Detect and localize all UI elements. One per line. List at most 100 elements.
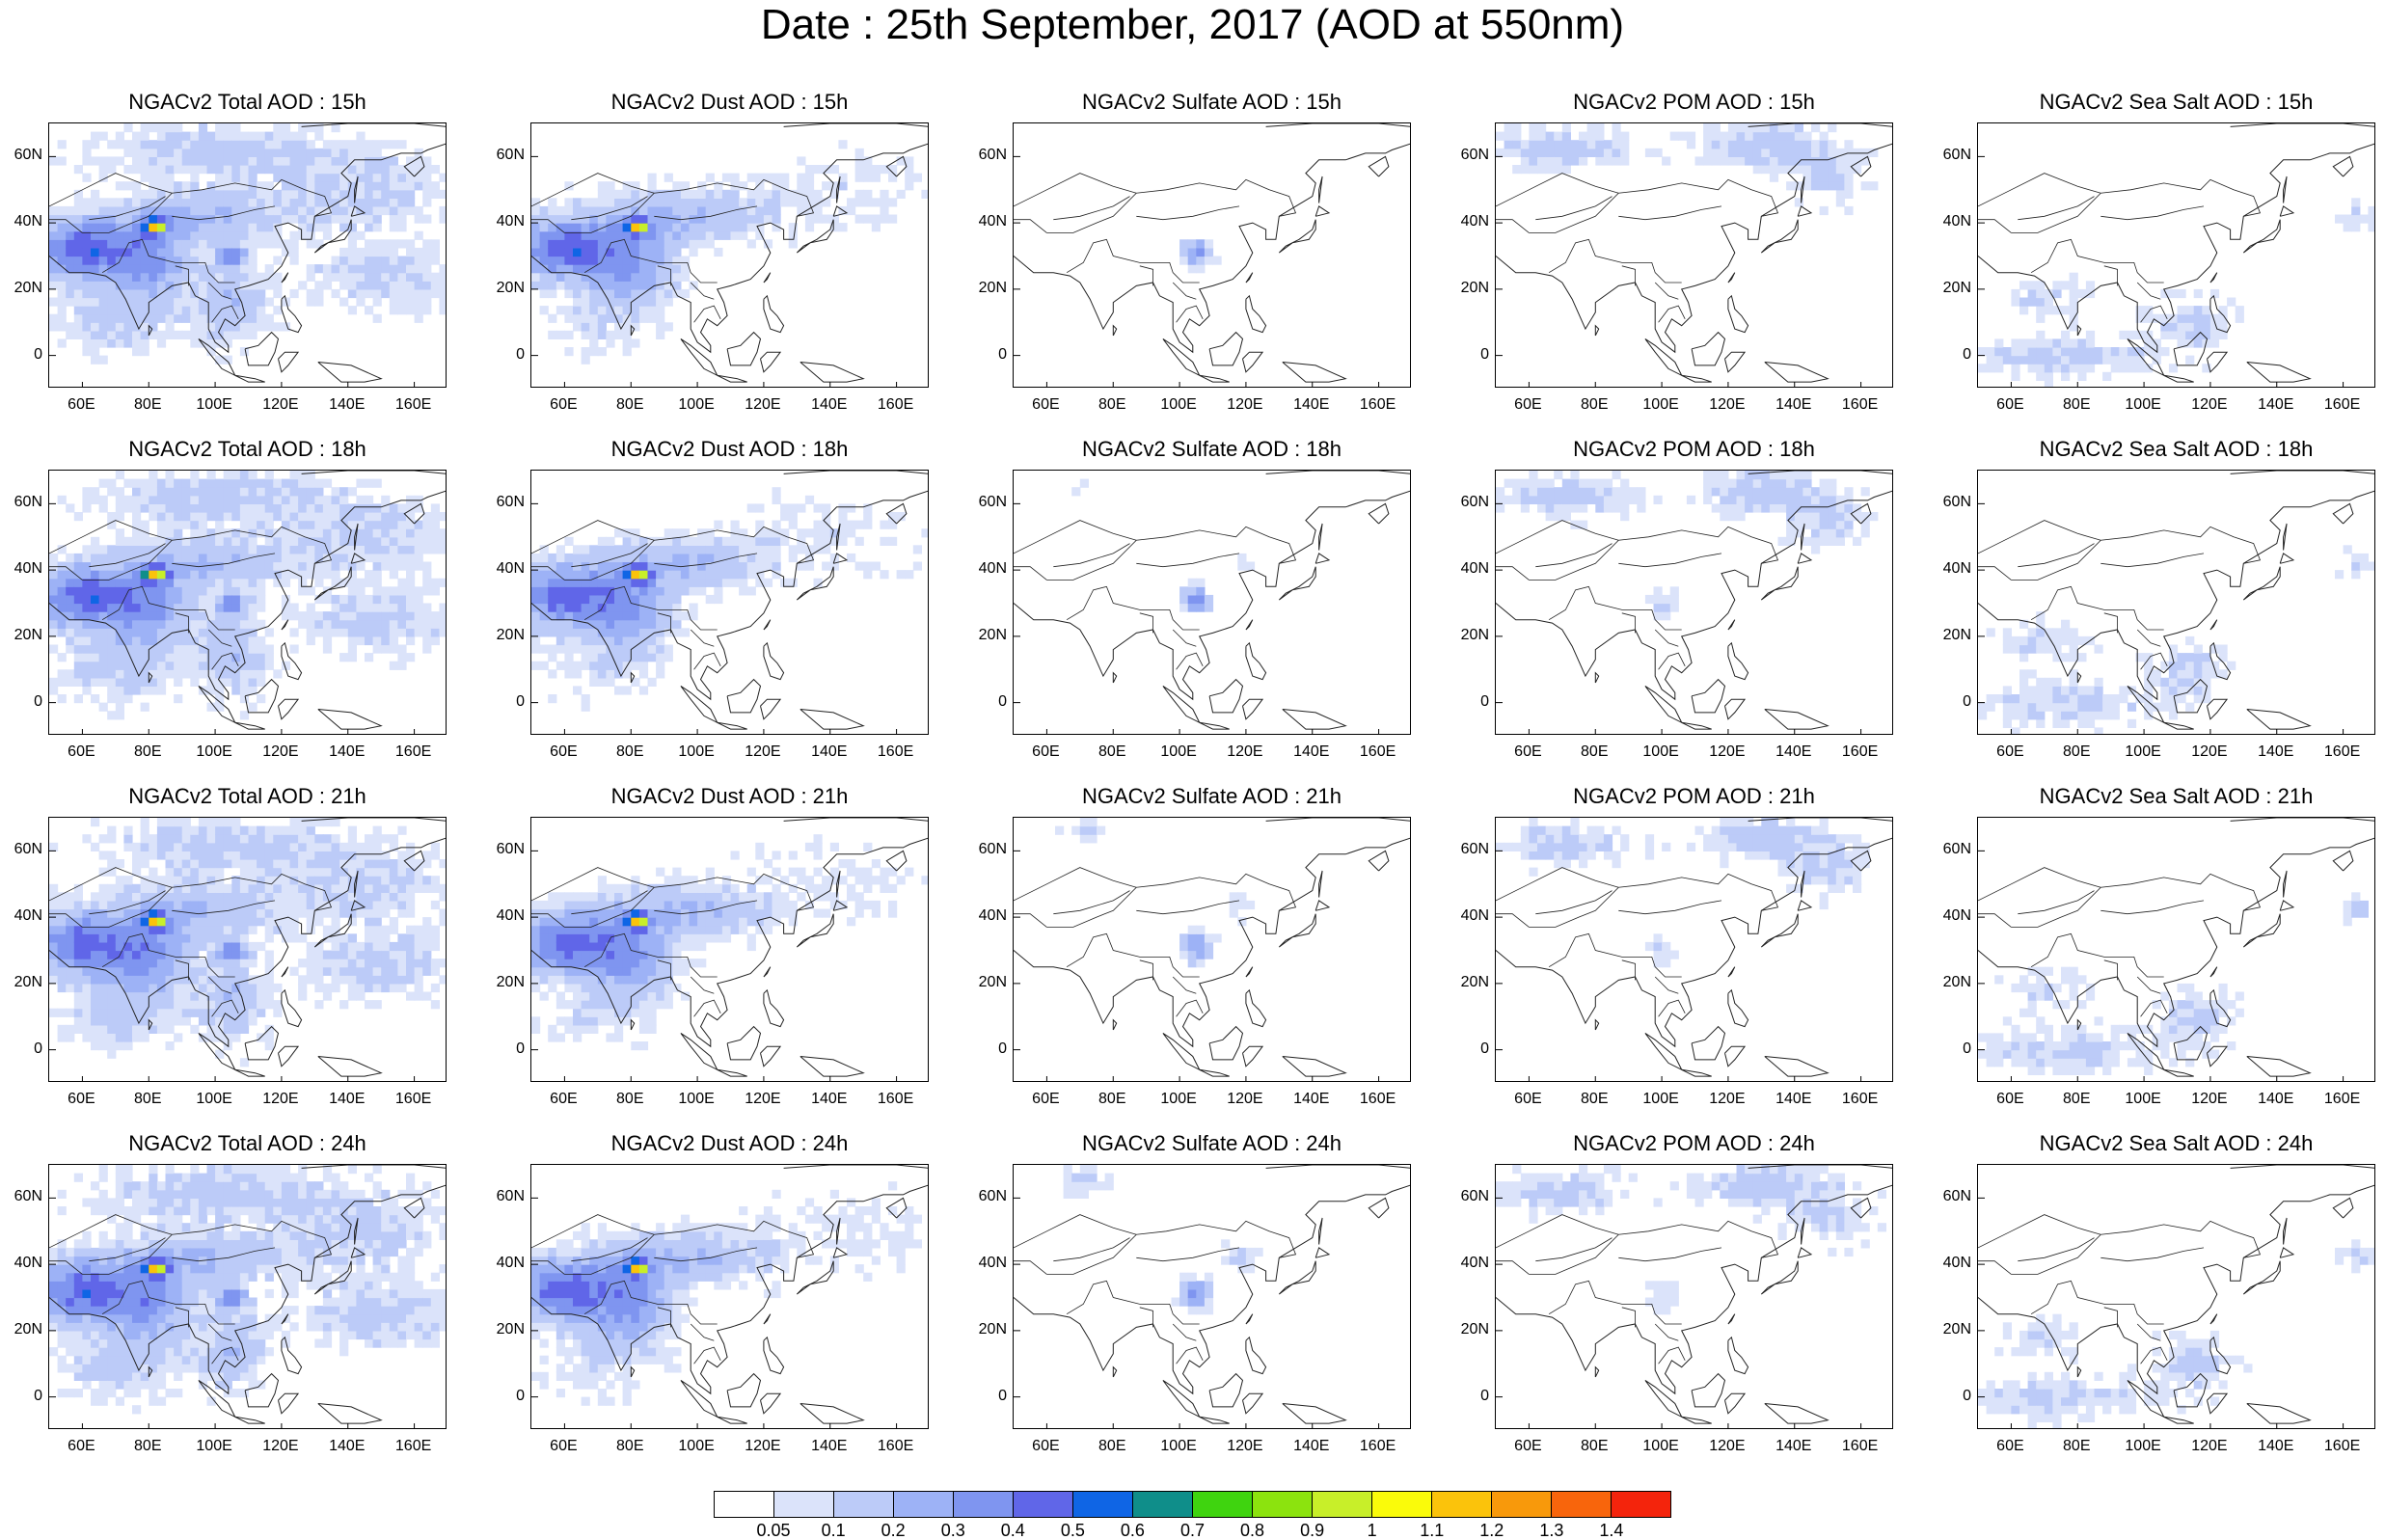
aod-cell (531, 620, 540, 629)
aod-cell (1570, 149, 1579, 157)
aod-cell (141, 257, 149, 265)
country-border (1978, 521, 2100, 554)
aod-cell (339, 215, 348, 224)
aod-cell (141, 347, 149, 356)
coastline (1728, 273, 1735, 283)
aod-cell (199, 984, 207, 992)
aod-cell (648, 570, 657, 579)
aod-cell (290, 967, 299, 976)
aod-cell (215, 901, 224, 909)
aod-cell (2003, 686, 2012, 694)
aod-cell (406, 554, 415, 562)
aod-cell (582, 653, 590, 662)
aod-cell (298, 933, 307, 942)
aod-cell (1994, 356, 2003, 365)
aod-cell (531, 273, 540, 282)
y-tick-label: 40N (1933, 214, 1971, 230)
aod-cell (91, 611, 99, 620)
aod-cell (1987, 356, 1995, 365)
aod-cell (174, 843, 182, 851)
aod-cell (224, 471, 232, 479)
map-plot-area (48, 122, 447, 388)
aod-cell (606, 281, 614, 289)
coastline (1266, 471, 1411, 473)
aod-cell (307, 586, 315, 595)
aod-cell (1703, 156, 1712, 165)
aod-cell (149, 206, 157, 215)
aod-cell (249, 562, 257, 571)
aod-cell (913, 174, 922, 182)
aod-cell (323, 570, 332, 579)
aod-cell (356, 851, 365, 859)
aod-cell (2011, 356, 2019, 365)
aod-cell (339, 512, 348, 521)
aod-cell (531, 281, 540, 289)
aod-cell (141, 331, 149, 339)
aod-cell (174, 198, 182, 206)
y-tick-label: 40N (486, 214, 525, 230)
aod-cell (614, 595, 623, 604)
aod-cell (166, 967, 175, 976)
aod-cell (298, 611, 307, 620)
aod-cell (207, 595, 216, 604)
aod-cell (573, 628, 582, 636)
aod-cell (373, 479, 382, 488)
aod-cell (422, 604, 431, 612)
aod-cell (182, 843, 191, 851)
aod-cell (107, 984, 116, 992)
aod-cell (739, 570, 747, 579)
aod-cell (99, 595, 108, 604)
aod-cell (149, 503, 157, 512)
aod-cell (99, 545, 108, 554)
aod-cell (82, 620, 91, 629)
aod-cell (107, 826, 116, 835)
aod-cell (99, 1041, 108, 1050)
aod-cell (1720, 512, 1728, 521)
aod-cell (141, 611, 149, 620)
y-tick-label: 0 (486, 694, 525, 710)
aod-cell (231, 165, 240, 174)
aod-cell (847, 521, 855, 529)
x-tick-label: 60E (1504, 397, 1552, 413)
aod-cell (249, 322, 257, 331)
aod-cell (199, 149, 207, 157)
aod-cell (107, 306, 116, 314)
aod-cell (290, 503, 299, 512)
aod-cell (431, 579, 440, 587)
aod-cell (1745, 156, 1753, 165)
aod-cell (2019, 645, 2028, 654)
aod-cell (265, 834, 274, 843)
aod-cell (365, 843, 373, 851)
aod-cell (265, 223, 274, 231)
aod-cell (1712, 140, 1721, 149)
aod-cell (1853, 149, 1861, 157)
aod-cell (224, 818, 232, 826)
aod-cell (123, 289, 132, 298)
aod-cell (166, 215, 175, 224)
aod-cell (199, 967, 207, 976)
aod-cell (207, 917, 216, 926)
aod-cell (780, 198, 789, 206)
aod-cell (282, 206, 290, 215)
aod-cell (1196, 257, 1205, 265)
aod-cell (82, 570, 91, 579)
aod-cell (132, 156, 141, 165)
aod-cell (66, 604, 74, 612)
aod-cell (99, 917, 108, 926)
aod-cell (548, 694, 556, 703)
aod-cell (323, 620, 332, 629)
aod-cell (231, 992, 240, 1001)
aod-cell (1620, 132, 1629, 141)
coastline (1765, 363, 1828, 383)
aod-cell (2028, 694, 2037, 703)
aod-cell (731, 174, 740, 182)
aod-cell (2119, 364, 2128, 372)
aod-cell (298, 231, 307, 240)
aod-cell (240, 331, 249, 339)
aod-cell (207, 181, 216, 190)
aod-cell (589, 206, 598, 215)
aod-cell (166, 298, 175, 307)
x-tick-label: 120E (2185, 397, 2234, 413)
aod-cell (598, 322, 607, 331)
aod-cell (290, 851, 299, 859)
